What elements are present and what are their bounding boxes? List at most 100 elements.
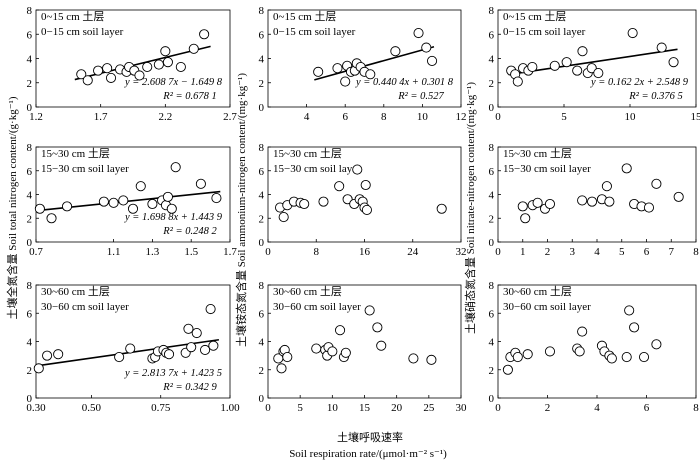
x-tick-label: 0.50 xyxy=(82,402,102,414)
x-tick-label: 7 xyxy=(669,246,675,258)
data-point xyxy=(364,305,375,316)
y-tick-label: 6 xyxy=(27,308,33,320)
data-point xyxy=(656,42,667,53)
x-tick-label: 4 xyxy=(594,402,600,414)
y-tick-label: 6 xyxy=(489,166,495,178)
data-point xyxy=(183,323,194,334)
regression-equation: y = 0.440 4x + 0.301 8 xyxy=(355,77,454,88)
panel-title-zh: 15~30 cm 土层 xyxy=(273,147,342,160)
col-title-nitrate-nitrogen: 土壤硝态氮含量 Soil nitrate-nitrogen content/(m… xyxy=(463,82,477,334)
data-point xyxy=(532,197,543,208)
data-point xyxy=(200,344,211,356)
data-point xyxy=(335,325,346,336)
data-point xyxy=(98,196,109,207)
data-point xyxy=(160,46,171,57)
data-point xyxy=(577,46,588,57)
x-tick-label: 3 xyxy=(570,246,576,258)
data-point xyxy=(340,347,351,358)
x-tick-label: 20 xyxy=(391,402,403,414)
data-point xyxy=(299,198,310,210)
y-tick-label: 2 xyxy=(489,213,495,225)
x-tick-label: 4 xyxy=(304,111,310,123)
data-point xyxy=(643,202,655,213)
y-tick-label: 2 xyxy=(489,365,495,377)
data-point xyxy=(163,349,175,360)
panel-0-15-total-n: 0 2 4 6 8 1.2 1.7 2.2 2.7 0~15 cm 土层 0−15 cm soil … xyxy=(27,5,238,123)
panel-title-zh: 30~60 cm 土层 xyxy=(503,285,572,298)
data-point xyxy=(621,351,632,363)
x-tick-label: 12 xyxy=(456,111,467,123)
y-tick-label: 2 xyxy=(27,365,33,377)
r-squared: R² = 0.678 1 xyxy=(162,91,216,102)
plot-frame xyxy=(267,146,462,243)
data-point xyxy=(360,179,371,191)
panel-title-en: 30−60 cm soil layer xyxy=(41,301,129,313)
y-tick-label: 6 xyxy=(489,29,495,41)
x-tick-label: 4 xyxy=(594,246,600,258)
data-point xyxy=(278,212,289,223)
data-point xyxy=(334,181,345,192)
y-tick-label: 4 xyxy=(259,190,265,202)
data-point xyxy=(118,195,129,206)
data-point xyxy=(376,340,387,351)
panel-title-en: 0−15 cm soil layer xyxy=(503,26,586,38)
x-tick-label: 8 xyxy=(314,246,320,258)
y-tick-label: 8 xyxy=(27,142,33,154)
x-tick-label: 2 xyxy=(545,246,551,258)
x-tick-label: 0 xyxy=(495,246,501,258)
x-tick-label: 24 xyxy=(407,246,419,258)
y-tick-label: 4 xyxy=(489,337,495,349)
panel-title-en: 15−30 cm soil layer xyxy=(41,163,129,175)
data-point xyxy=(587,196,598,207)
data-point xyxy=(105,72,117,83)
x-tick-label: 16 xyxy=(359,246,371,258)
data-point xyxy=(522,349,533,360)
panel-title-zh: 0~15 cm 土层 xyxy=(41,10,104,23)
x-tick-label: 0.7 xyxy=(29,246,43,258)
x-tick-label: 30 xyxy=(456,402,468,414)
panel-title-en: 0−15 cm soil layer xyxy=(273,26,356,38)
x-tick-label: 2 xyxy=(545,402,551,414)
y-tick-label: 0 xyxy=(27,393,33,405)
x-tick-label: 10 xyxy=(625,111,637,123)
regression-equation: y = 2.608 7x − 1.649 8 xyxy=(124,77,223,88)
regression-line xyxy=(508,48,678,76)
data-point xyxy=(125,343,136,354)
data-point xyxy=(332,63,343,74)
x-tick-label: 32 xyxy=(456,246,467,258)
x-tick-label: 5 xyxy=(297,402,303,414)
x-tick-label: 0 xyxy=(265,402,271,414)
regression-equation: y = 2.813 7x + 1.423 5 xyxy=(124,368,222,379)
x-tick-label: 0 xyxy=(495,402,501,414)
panel-title-en: 15−30 cm soil layer xyxy=(503,163,591,175)
y-tick-label: 8 xyxy=(259,142,265,154)
y-tick-label: 4 xyxy=(489,54,495,66)
y-tick-label: 2 xyxy=(259,78,265,90)
data-point xyxy=(629,322,640,333)
data-point xyxy=(517,201,528,212)
y-tick-label: 8 xyxy=(489,5,495,17)
x-tick-label: 0.30 xyxy=(26,402,46,414)
r-squared: R² = 0.527 xyxy=(397,91,444,102)
y-tick-label: 2 xyxy=(259,213,265,225)
data-point xyxy=(527,61,538,73)
data-point xyxy=(621,163,632,174)
data-point xyxy=(170,162,181,173)
data-point xyxy=(313,66,324,77)
panel-15-30-total-n: 0 2 4 6 8 0.7 1.1 1.3 1.5 1.7 15~30 cm 土层 15−30 cm … xyxy=(27,142,238,258)
y-tick-label: 4 xyxy=(27,337,33,349)
y-tick-label: 2 xyxy=(489,78,495,90)
x-tick-label: 1.5 xyxy=(184,246,198,258)
panel-title-en: 30−60 cm soil layer xyxy=(503,301,591,313)
data-point xyxy=(34,203,45,214)
y-tick-label: 6 xyxy=(259,308,265,320)
x-tick-label: 1.00 xyxy=(220,402,240,414)
x-tick-label: 0 xyxy=(495,111,501,123)
data-point xyxy=(42,350,53,361)
y-tick-label: 8 xyxy=(27,5,33,17)
data-point xyxy=(365,69,376,80)
x-tick-label: 6 xyxy=(342,111,348,123)
regression-equation: y = 1.698 8x + 1.443 9 xyxy=(124,212,223,223)
data-point xyxy=(82,75,93,86)
